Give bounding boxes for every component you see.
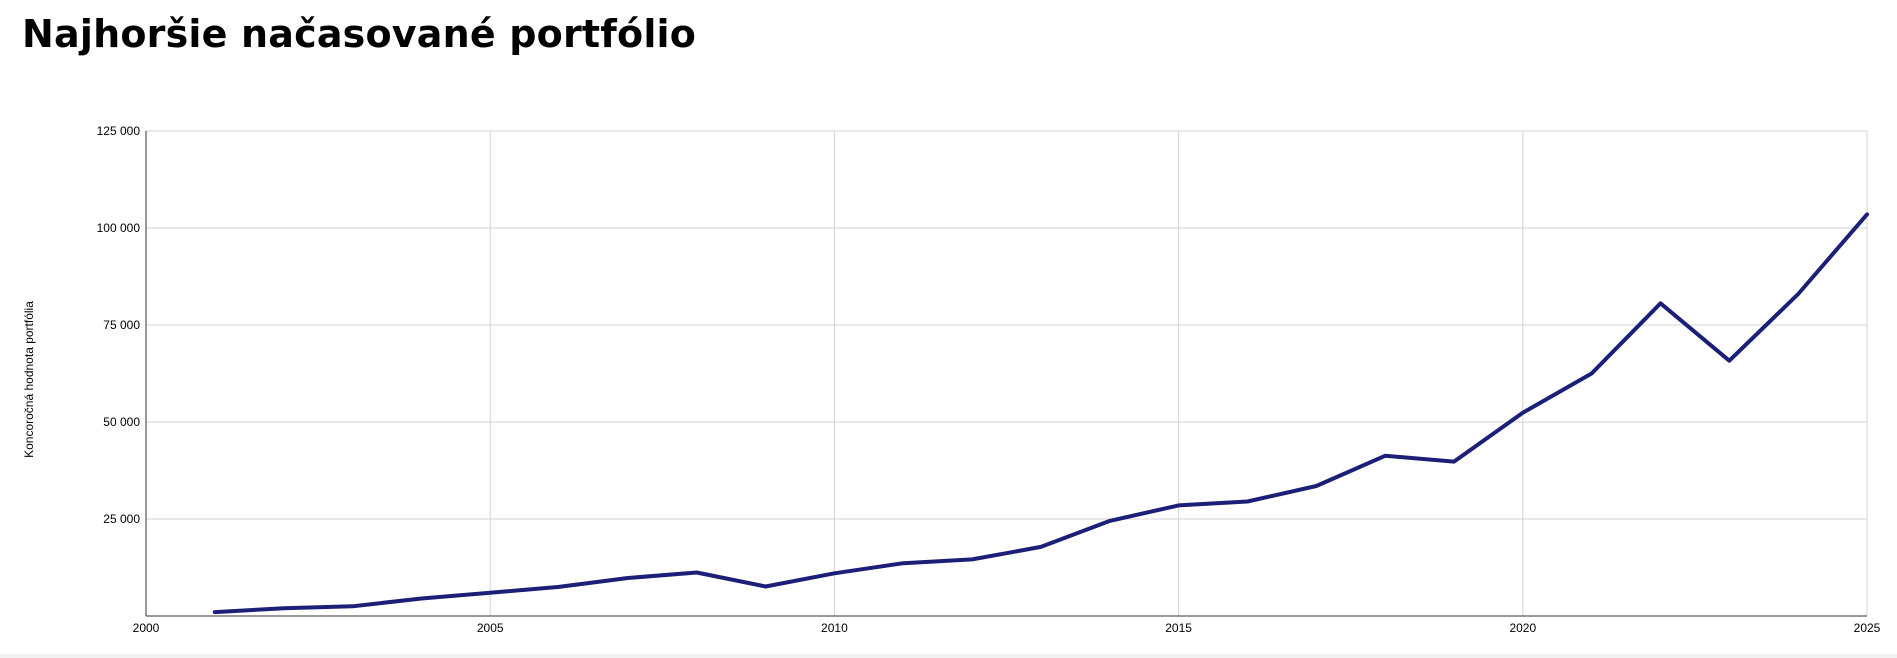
y-tick-label: 125 000	[97, 124, 141, 138]
data-point	[1727, 359, 1731, 363]
y-tick-label: 25 000	[103, 512, 140, 526]
series-line	[212, 212, 1869, 615]
data-point	[764, 585, 768, 589]
x-tick-label: 2020	[1509, 621, 1536, 635]
data-point	[1314, 484, 1318, 488]
data-point	[832, 571, 836, 575]
data-point	[351, 604, 355, 608]
data-point	[970, 557, 974, 561]
data-point	[488, 591, 492, 595]
data-point	[1521, 411, 1525, 415]
y-tick-label: 100 000	[97, 221, 141, 235]
x-tick-label: 2025	[1854, 621, 1881, 635]
data-point	[1177, 503, 1181, 507]
x-tick-label: 2005	[477, 621, 504, 635]
data-point	[1590, 372, 1594, 376]
data-point	[282, 606, 286, 610]
data-point	[1383, 454, 1387, 458]
data-point	[901, 561, 905, 565]
data-point	[1108, 519, 1112, 523]
y-tick-label: 50 000	[103, 415, 140, 429]
x-tick-label: 2000	[133, 621, 160, 635]
data-point	[419, 597, 423, 601]
data-point	[695, 571, 699, 575]
x-tick-label: 2015	[1165, 621, 1192, 635]
y-tick-label: 75 000	[103, 318, 140, 332]
data-point	[557, 585, 561, 589]
y-axis-label: Koncoročná hodnota portfólia	[22, 301, 36, 458]
data-point	[213, 610, 217, 614]
x-tick-label: 2010	[821, 621, 848, 635]
data-point	[1245, 500, 1249, 504]
data-point	[1796, 292, 1800, 296]
data-point	[1039, 545, 1043, 549]
data-point	[1659, 301, 1663, 305]
data-point	[1865, 212, 1869, 216]
page-title: Najhoršie načasované portfólio	[22, 12, 697, 56]
data-point	[626, 576, 630, 580]
bottom-divider	[0, 654, 1897, 658]
data-point	[1452, 460, 1456, 464]
